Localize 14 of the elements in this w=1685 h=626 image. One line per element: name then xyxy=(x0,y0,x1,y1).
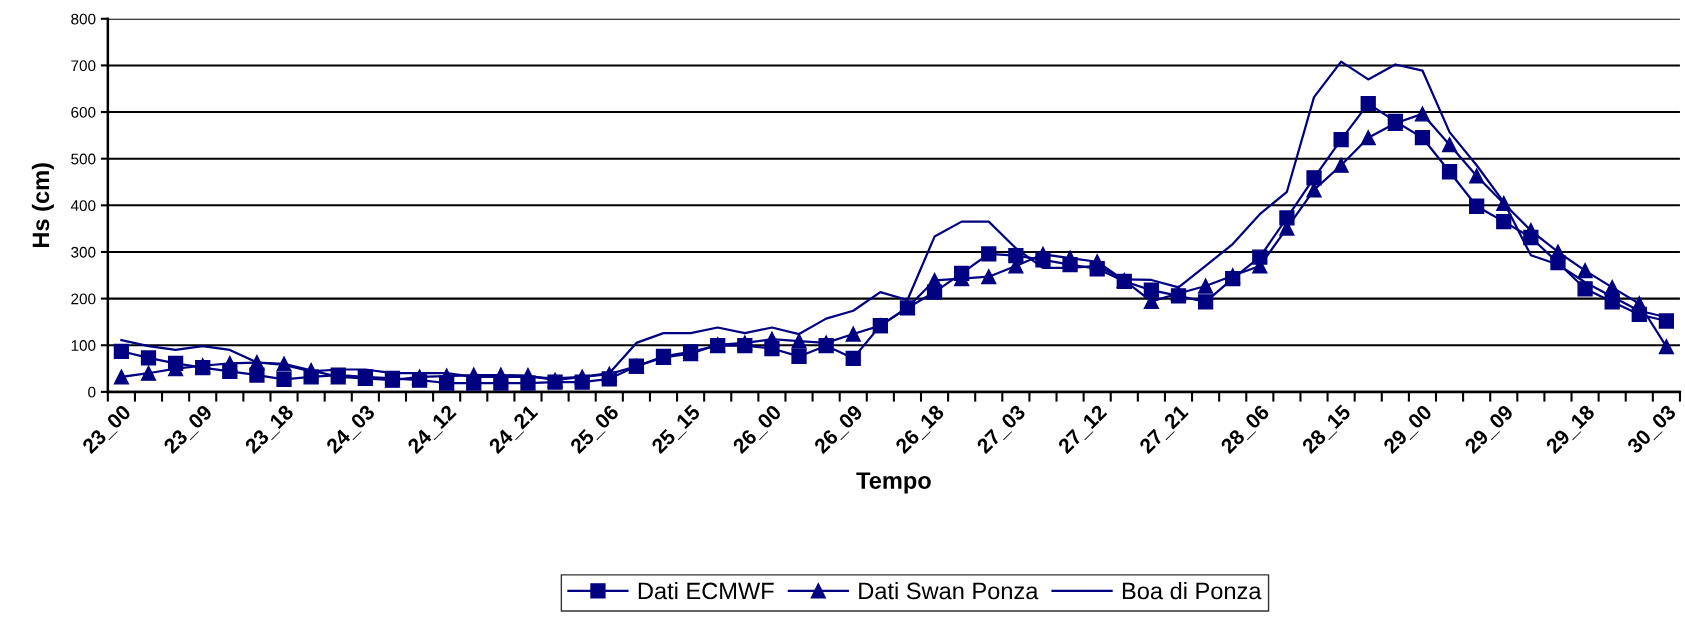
x-axis-title: Tempo xyxy=(856,472,931,494)
y-tick-label: 100 xyxy=(71,340,96,351)
y-tick-label: 400 xyxy=(70,200,96,212)
y-tick-label: 800 xyxy=(71,13,96,25)
y-tick-label: 200 xyxy=(71,293,96,305)
legend-label: Dati Swan Ponza xyxy=(859,581,1039,600)
y-tick-label: 700 xyxy=(71,60,96,72)
legend-label: Boa di Ponza xyxy=(1122,581,1262,600)
y-tick-label: 500 xyxy=(71,153,96,165)
legend-label: Dati ECMWF xyxy=(638,581,774,600)
y-tick-label: 300 xyxy=(71,246,96,258)
y-tick-label: 0 xyxy=(88,386,96,398)
y-axis-title: Hs (cm) xyxy=(31,163,54,248)
y-tick-label: 600 xyxy=(71,106,96,118)
